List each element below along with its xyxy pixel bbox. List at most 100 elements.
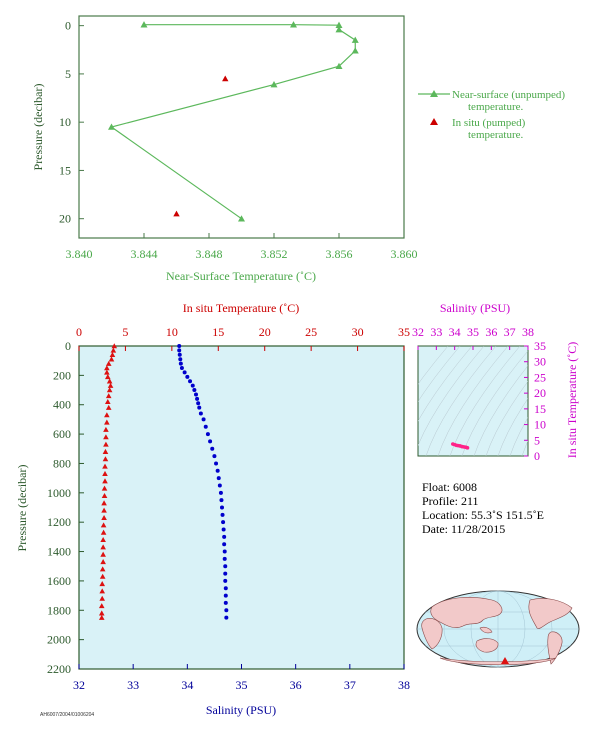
profile-series <box>98 343 229 620</box>
salinity-profile-point <box>208 439 213 444</box>
ts-y-tick-label: 20 <box>534 386 546 400</box>
temperature-profile-point <box>102 470 108 476</box>
salinity-profile-point <box>178 357 183 362</box>
temperature-profile-point <box>99 588 106 594</box>
near-surface-panel: 3.840 3.844 3.848 3.852 3.856 3.860 05101520 … <box>31 15 418 283</box>
salinity-profile-point <box>216 476 221 481</box>
ts-y-tick-label: 25 <box>534 370 546 384</box>
temperature-profile-point <box>101 492 108 498</box>
temperature-axis-tick-label: 25 <box>305 325 317 339</box>
salinity-axis-tick-label: 34 <box>181 678 193 692</box>
temperature-profile-point <box>109 352 116 358</box>
temperature-axis-ticks: 0 5 10 15 20 25 30 35 <box>76 325 410 351</box>
ts-x-tick-label: 36 <box>485 325 497 339</box>
temperature-profile-point <box>100 537 106 543</box>
unpumped-temperature-point <box>351 47 359 54</box>
salinity-profile-point <box>222 556 227 561</box>
profile-y-ticks: 0 200 400 600 800 1000 1200 1400 1600 1800 2000 220… <box>47 339 84 676</box>
profile-y-tick-label: 2000 <box>47 633 71 647</box>
temperature-profile-point <box>108 356 115 362</box>
temperature-profile-point <box>104 374 111 380</box>
salinity-profile-point <box>188 379 193 384</box>
ts-density-contour <box>485 380 528 456</box>
profile-y-tick-label: 0 <box>65 339 71 353</box>
temperature-axis-tick-label: 35 <box>398 325 410 339</box>
temperature-profile-point <box>111 343 118 349</box>
float-id: Float: 6008 <box>422 480 477 494</box>
near-surface-y-ticks: 0 5 10 15 20 <box>59 19 84 226</box>
salinity-profile-point <box>205 432 210 437</box>
temperature-profile-point <box>102 478 108 484</box>
near-surface-x-ticks: 3.840 3.844 3.848 3.852 3.856 3.860 <box>66 233 418 261</box>
temperature-profile-point <box>101 500 107 506</box>
profile-y-tick-label: 600 <box>53 427 71 441</box>
profile-y-tick-label: 1200 <box>47 515 71 529</box>
temperature-profile-point <box>104 369 110 375</box>
temperature-profile-point <box>101 514 107 521</box>
temperature-profile-point <box>103 426 109 432</box>
footer-code: AH6007/2004/01006204 <box>40 712 94 718</box>
temperature-axis-tick-label: 10 <box>166 325 178 339</box>
near-surface-x-tick-label: 3.840 <box>66 247 93 261</box>
salinity-profile-point <box>223 578 228 583</box>
salinity-axis-tick-label: 35 <box>236 678 248 692</box>
temperature-profile-point <box>105 404 112 410</box>
salinity-profile-point <box>198 411 203 416</box>
temperature-profile-point <box>102 448 109 454</box>
profile-y-tick-label: 2200 <box>47 662 71 676</box>
salinity-axis-ticks: 32 33 34 35 36 37 38 <box>73 664 410 692</box>
salinity-profile-point <box>185 374 190 379</box>
ts-x-tick-label: 35 <box>467 325 479 339</box>
temperature-profile-point <box>106 378 113 384</box>
salinity-profile-point <box>178 361 183 366</box>
temperature-axis-tick-label: 0 <box>76 325 82 339</box>
profile-y-tick-label: 1800 <box>47 603 71 617</box>
salinity-profile-point <box>223 600 228 605</box>
profile-plot-frame <box>78 345 405 670</box>
salinity-axis-tick-label: 37 <box>344 678 356 692</box>
ts-y-tick-label: 10 <box>534 418 546 432</box>
salinity-profile-point <box>179 366 184 371</box>
near-surface-x-tick-label: 3.860 <box>391 247 418 261</box>
salinity-profile-point <box>224 608 229 613</box>
salinity-profile-point <box>177 352 182 357</box>
profile-y-tick-label: 1000 <box>47 486 71 500</box>
salinity-profile-point <box>220 505 224 510</box>
world-map <box>416 590 580 668</box>
ts-plot-frame <box>417 345 529 457</box>
ts-y-tick-label: 15 <box>534 402 546 416</box>
near-surface-y-tick-label: 15 <box>59 163 71 177</box>
salinity-profile-point <box>222 534 227 539</box>
profile-panel: 0200400600800100012001400160018002000220… <box>15 301 410 717</box>
salinity-profile-point <box>212 454 217 459</box>
salinity-profile-point <box>223 571 228 576</box>
profile-y-tick-label: 800 <box>53 456 71 470</box>
salinity-profile-point <box>210 446 215 451</box>
ts-y-tick-label: 35 <box>534 339 546 353</box>
temperature-axis-tick-label: 20 <box>259 325 271 339</box>
unpumped-temperature-point <box>108 123 115 130</box>
salinity-profile-point <box>224 615 229 620</box>
salinity-profile-point <box>219 498 224 503</box>
near-surface-series <box>108 21 359 222</box>
ts-y-tick-label: 5 <box>534 433 540 447</box>
temperature-profile-point <box>104 365 110 371</box>
float-location-marker <box>501 657 509 664</box>
near-surface-y-tick-label: 10 <box>59 115 71 129</box>
ts-density-contour <box>425 346 497 456</box>
temperature-axis-tick-label: 5 <box>122 325 128 339</box>
temperature-axis-tick-label: 15 <box>212 325 224 339</box>
temperature-profile-point <box>105 393 112 399</box>
temperature-profile-point <box>98 603 105 609</box>
salinity-profile-point <box>177 344 182 348</box>
unpumped-temperature-point <box>351 36 359 43</box>
profile-y-tick-label: 400 <box>53 398 71 412</box>
pumped-temperature-point <box>173 210 180 217</box>
salinity-profile-point <box>182 370 187 375</box>
temperature-axis-tick-label: 30 <box>352 325 364 339</box>
salinity-profile-point <box>214 461 219 466</box>
salinity-profile-point <box>222 542 227 547</box>
temperature-profile-point <box>98 614 105 620</box>
